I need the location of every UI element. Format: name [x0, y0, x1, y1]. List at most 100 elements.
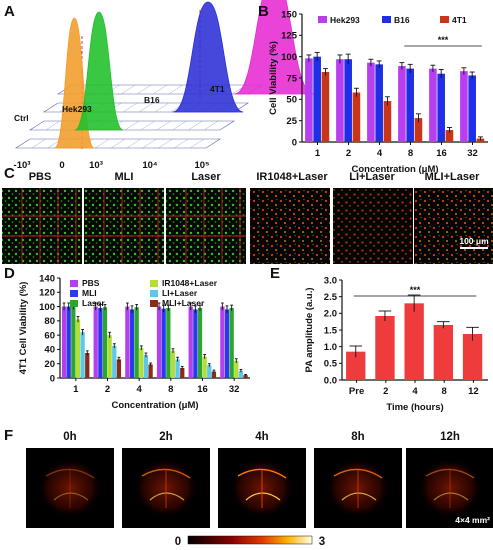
- bar: [305, 58, 313, 142]
- histogram-grid-line: [140, 120, 155, 131]
- bar: [462, 334, 483, 380]
- legend-label: 4T1: [452, 15, 467, 25]
- bar: [321, 72, 330, 142]
- pa-vessel: [45, 468, 95, 479]
- panel-label-e: E: [270, 265, 280, 282]
- bar: [202, 356, 207, 378]
- timepoint-label: 0h: [63, 431, 76, 443]
- bar: [175, 359, 180, 378]
- histogram-grid-line: [158, 138, 173, 149]
- bar: [98, 308, 103, 378]
- bar: [404, 303, 424, 380]
- y-tick-label: 25: [286, 116, 297, 127]
- legend-swatch: [318, 16, 327, 23]
- timepoint-label: 8h: [351, 431, 364, 443]
- bar: [224, 309, 230, 378]
- x-axis-title: Concentration (μM): [111, 400, 198, 411]
- microscopy-image: [84, 188, 164, 264]
- panel-label-d: D: [4, 265, 15, 282]
- x-tick-label: 2: [346, 148, 351, 159]
- x-tick-label: 12: [468, 386, 479, 397]
- bar: [143, 355, 149, 378]
- y-tick-label: 0: [292, 137, 297, 148]
- y-tick-label: 100: [281, 52, 297, 63]
- bar: [238, 370, 244, 378]
- condition-label: MLI: [115, 171, 134, 183]
- bar: [93, 306, 98, 378]
- y-tick-label: 0.5: [324, 359, 338, 370]
- x-axis-title: Time (hours): [386, 402, 443, 413]
- condition-label: MLI+Laser: [425, 171, 480, 183]
- legend-swatch: [70, 290, 78, 297]
- histogram-grid-line: [124, 120, 140, 131]
- bar: [102, 307, 108, 378]
- panel-e-bar-chart: E 0.0 0.5 1.0 1.5 2.0 2.5 3.0 Pre 2 4 8 12 Time (hou…: [270, 265, 488, 413]
- legend-label: LI+Laser: [162, 288, 198, 298]
- bar: [197, 308, 203, 378]
- bar: [367, 62, 375, 142]
- bar: [180, 368, 185, 378]
- histogram-grid-line: [152, 84, 168, 95]
- y-tick-label: 0.0: [324, 375, 337, 386]
- histogram-grid-line: [204, 120, 219, 131]
- histogram-grid-line: [123, 102, 138, 113]
- bar: [406, 68, 414, 142]
- legend-label: MLI: [82, 288, 97, 298]
- x-tick-label: Pre: [349, 386, 364, 397]
- series-label: Hek293: [62, 104, 92, 114]
- histogram-grid-line: [174, 138, 189, 149]
- y-tick-label: 75: [286, 73, 297, 84]
- y-tick-label: 125: [281, 31, 298, 42]
- histogram-peak: [172, 1, 244, 113]
- bar: [468, 75, 476, 142]
- x-tick-label: 0: [59, 160, 64, 171]
- y-tick-label: 120: [39, 288, 55, 299]
- pa-vessel: [237, 468, 287, 479]
- legend-label: Hek293: [330, 15, 360, 25]
- panel-d-bar-chart: D 0 20 40 60 80 100 120 140 1 2 4 8 16 32 Concentratio…: [4, 265, 250, 411]
- bar: [170, 350, 176, 378]
- microscopy-image: [333, 188, 413, 264]
- bar: [398, 66, 406, 142]
- bar: [336, 59, 344, 142]
- pa-vessel: [141, 468, 191, 479]
- microscopy-image: [250, 188, 330, 264]
- pa-signal-region: [38, 458, 102, 518]
- legend-swatch: [382, 16, 391, 23]
- y-axis-title: 4T1 Cell Viability (%): [18, 282, 29, 375]
- x-tick-label: 32: [229, 384, 240, 395]
- bar: [116, 359, 122, 378]
- y-tick-label: 40: [44, 345, 55, 356]
- bar: [134, 307, 139, 378]
- series-label: 4T1: [210, 84, 225, 94]
- y-tick-label: 1.0: [324, 342, 337, 353]
- legend-swatch: [150, 290, 158, 297]
- bar: [107, 335, 112, 378]
- y-tick-label: 3.0: [324, 275, 337, 286]
- bar: [193, 309, 198, 378]
- histogram-grid-line: [31, 138, 46, 149]
- histogram-grid-line: [190, 138, 205, 149]
- histogram-grid-line: [168, 84, 183, 95]
- x-tick-label: -10³: [14, 160, 31, 171]
- x-tick-label: 10⁵: [194, 160, 209, 171]
- bar: [161, 308, 166, 378]
- x-tick-label: 16: [197, 384, 208, 395]
- bar: [85, 353, 90, 378]
- y-tick-label: 50: [286, 95, 297, 106]
- panel-a-histogram: A Ctrl Hek293 B16 4T1 -10³ 0 10³ 10⁴ 10⁵: [4, 0, 314, 171]
- pa-vessel: [53, 492, 89, 501]
- bar: [437, 73, 445, 142]
- bar: [71, 306, 76, 378]
- bar: [148, 364, 153, 378]
- panel-label-a: A: [4, 3, 15, 20]
- significance-marker: ***: [410, 285, 421, 295]
- bar: [243, 375, 248, 378]
- bar: [433, 325, 454, 380]
- histogram-peak: [234, 0, 314, 95]
- bar: [188, 306, 193, 378]
- bar: [61, 306, 67, 378]
- pa-vessel: [333, 468, 383, 479]
- series-label: Ctrl: [14, 113, 29, 123]
- legend-label: PBS: [82, 278, 100, 288]
